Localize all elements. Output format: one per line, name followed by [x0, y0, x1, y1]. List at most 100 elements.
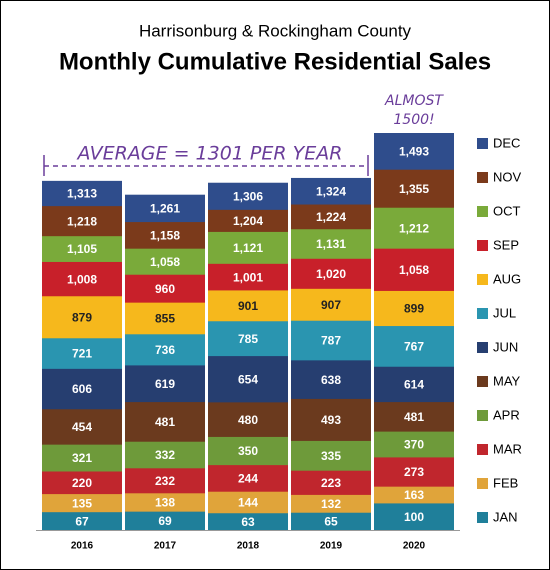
value-label: 138	[155, 496, 175, 510]
bar-segment	[208, 513, 288, 530]
legend-label: NOV	[493, 169, 522, 184]
legend-swatch	[477, 410, 488, 421]
x-tick-label: 2016	[71, 541, 94, 552]
value-label: 619	[155, 377, 175, 391]
legend-label: MAY	[493, 373, 521, 388]
value-label: 144	[238, 496, 258, 510]
value-label: 223	[321, 476, 341, 490]
value-label: 67	[75, 514, 89, 528]
value-label: 1,058	[399, 263, 429, 277]
average-line	[43, 155, 369, 176]
value-label: 1,105	[67, 242, 97, 256]
legend-label: APR	[493, 407, 520, 422]
value-label: 332	[155, 448, 175, 462]
chart-title: Harrisonburg & Rockingham County	[139, 21, 412, 40]
value-label: 1,058	[150, 255, 180, 269]
value-label: 855	[155, 312, 175, 326]
x-tick-label: 2017	[154, 541, 177, 552]
value-label: 1,204	[233, 214, 263, 228]
value-label: 1,224	[316, 210, 346, 224]
value-label: 879	[72, 310, 92, 324]
value-label: 960	[155, 282, 175, 296]
value-label: 1,121	[233, 241, 263, 255]
legend-label: AUG	[493, 271, 521, 286]
value-label: 606	[72, 382, 92, 396]
legend-label: SEP	[493, 237, 519, 252]
value-label: 232	[155, 474, 175, 488]
legend-swatch	[477, 172, 488, 183]
value-label: 220	[72, 476, 92, 490]
legend-swatch	[477, 444, 488, 455]
legend-label: OCT	[493, 203, 521, 218]
value-label: 1,212	[399, 221, 429, 235]
value-label: 1,158	[150, 229, 180, 243]
value-label: 454	[72, 420, 92, 434]
value-label: 480	[238, 413, 258, 427]
legend-swatch	[477, 376, 488, 387]
value-label: 721	[72, 347, 92, 361]
chart-subtitle: Monthly Cumulative Residential Sales	[59, 48, 491, 75]
value-label: 335	[321, 449, 341, 463]
x-tick-label: 2018	[237, 541, 260, 552]
legend-swatch	[477, 274, 488, 285]
value-label: 63	[241, 515, 255, 529]
value-label: 1,493	[399, 145, 429, 159]
value-label: 65	[324, 515, 338, 529]
legend-label: DEC	[493, 135, 520, 150]
value-label: 244	[238, 472, 258, 486]
value-label: 1,313	[67, 187, 97, 201]
value-label: 1,324	[316, 184, 346, 198]
annotation: ALMOST	[384, 93, 444, 109]
annotation: 1500!	[393, 112, 434, 128]
bar-segment	[42, 512, 122, 530]
value-label: 899	[404, 302, 424, 316]
legend-label: FEB	[493, 475, 518, 490]
value-label: 481	[155, 415, 175, 429]
legend-swatch	[477, 308, 488, 319]
legend-label: JAN	[493, 509, 518, 524]
value-label: 1,020	[316, 267, 346, 281]
value-label: 1,001	[233, 270, 263, 284]
value-label: 493	[321, 413, 341, 427]
value-label: 132	[321, 497, 341, 511]
value-label: 736	[155, 343, 175, 357]
legend-swatch	[477, 206, 488, 217]
value-label: 767	[404, 340, 424, 354]
value-label: 787	[321, 334, 341, 348]
value-label: 69	[158, 514, 172, 528]
x-tick-label: 2020	[403, 541, 426, 552]
value-label: 1,355	[399, 182, 429, 196]
value-label: 163	[404, 488, 424, 502]
value-label: 1,306	[233, 189, 263, 203]
value-label: 1,008	[67, 272, 97, 286]
value-label: 1,261	[150, 202, 180, 216]
legend-swatch	[477, 512, 488, 523]
value-label: 614	[404, 378, 424, 392]
value-label: 1,218	[67, 214, 97, 228]
value-label: 1,131	[316, 237, 346, 251]
legend-label: MAR	[493, 441, 522, 456]
value-label: 350	[238, 444, 258, 458]
legend-swatch	[477, 138, 488, 149]
value-label: 785	[238, 332, 258, 346]
bar-segment	[291, 512, 371, 530]
value-label: 638	[321, 373, 341, 387]
x-tick-label: 2019	[320, 541, 343, 552]
legend-label: JUL	[493, 305, 516, 320]
value-label: 901	[238, 299, 258, 313]
annotation: AVERAGE = 1301 PER YEAR	[76, 143, 343, 165]
value-label: 135	[72, 496, 92, 510]
value-label: 100	[404, 510, 424, 524]
legend-label: JUN	[493, 339, 518, 354]
value-label: 907	[321, 298, 341, 312]
value-label: 321	[72, 451, 92, 465]
value-label: 273	[404, 465, 424, 479]
legend-swatch	[477, 478, 488, 489]
bar-segment	[125, 511, 205, 530]
value-label: 370	[404, 438, 424, 452]
legend-swatch	[477, 342, 488, 353]
value-label: 481	[404, 410, 424, 424]
legend-swatch	[477, 240, 488, 251]
value-label: 654	[238, 372, 258, 386]
